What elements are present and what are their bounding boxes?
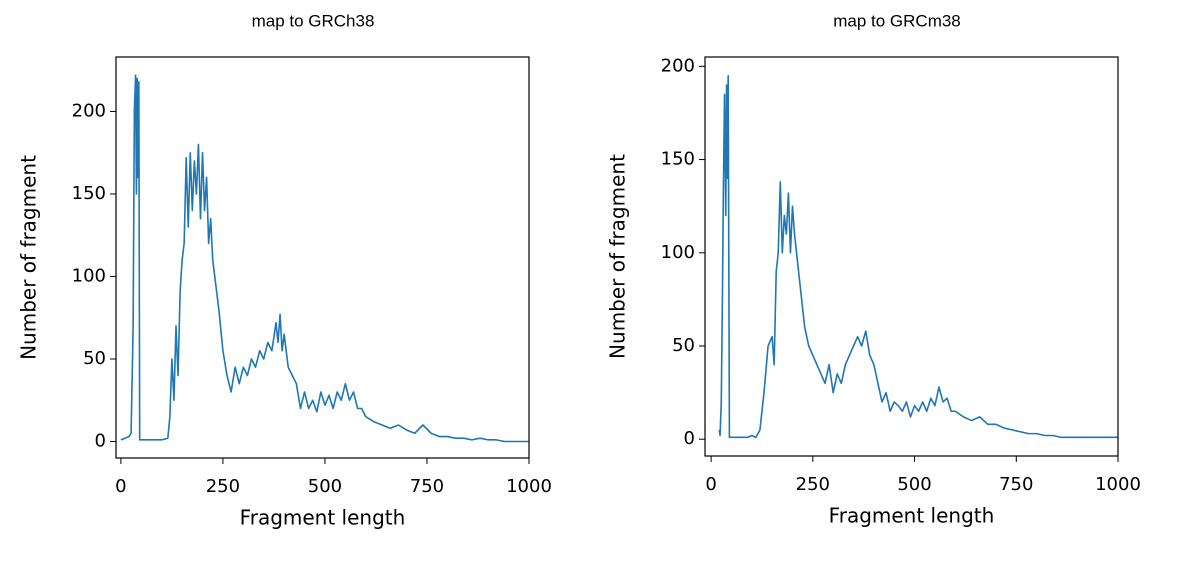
x-tick-label: 750 xyxy=(999,474,1033,495)
data-line xyxy=(120,74,529,443)
y-tick-label: 200 xyxy=(72,100,106,121)
y-tick-label: 100 xyxy=(72,265,106,286)
x-tick-label: 250 xyxy=(206,476,240,497)
y-tick-label: 100 xyxy=(661,242,695,263)
y-tick-label: 200 xyxy=(661,55,695,76)
x-tick-label: 750 xyxy=(410,476,444,497)
y-tick-label: 50 xyxy=(672,335,695,356)
x-tick-label: 500 xyxy=(897,474,931,495)
y-tick-label: 0 xyxy=(684,428,695,449)
x-tick-label: 500 xyxy=(308,476,342,497)
x-tick-label: 1000 xyxy=(1095,474,1141,495)
plot-frame xyxy=(704,56,1119,457)
data-line xyxy=(718,74,1118,439)
x-tick-label: 1000 xyxy=(506,476,552,497)
chart-title: map to GRCm38 xyxy=(833,11,961,30)
x-tick-label: 0 xyxy=(115,476,126,497)
y-axis-label: Number of fragment xyxy=(606,154,630,359)
y-tick-label: 150 xyxy=(72,183,106,204)
y-tick-label: 150 xyxy=(661,149,695,170)
x-tick-label: 250 xyxy=(796,474,830,495)
x-axis-label: Fragment length xyxy=(240,506,406,530)
y-tick-label: 50 xyxy=(83,348,106,369)
plot-frame xyxy=(115,56,530,459)
x-axis-label: Fragment length xyxy=(829,504,995,528)
chart-title: map to GRCh38 xyxy=(252,11,375,30)
y-tick-label: 0 xyxy=(95,430,106,451)
x-tick-label: 0 xyxy=(705,474,716,495)
y-axis-label: Number of fragment xyxy=(17,155,41,360)
